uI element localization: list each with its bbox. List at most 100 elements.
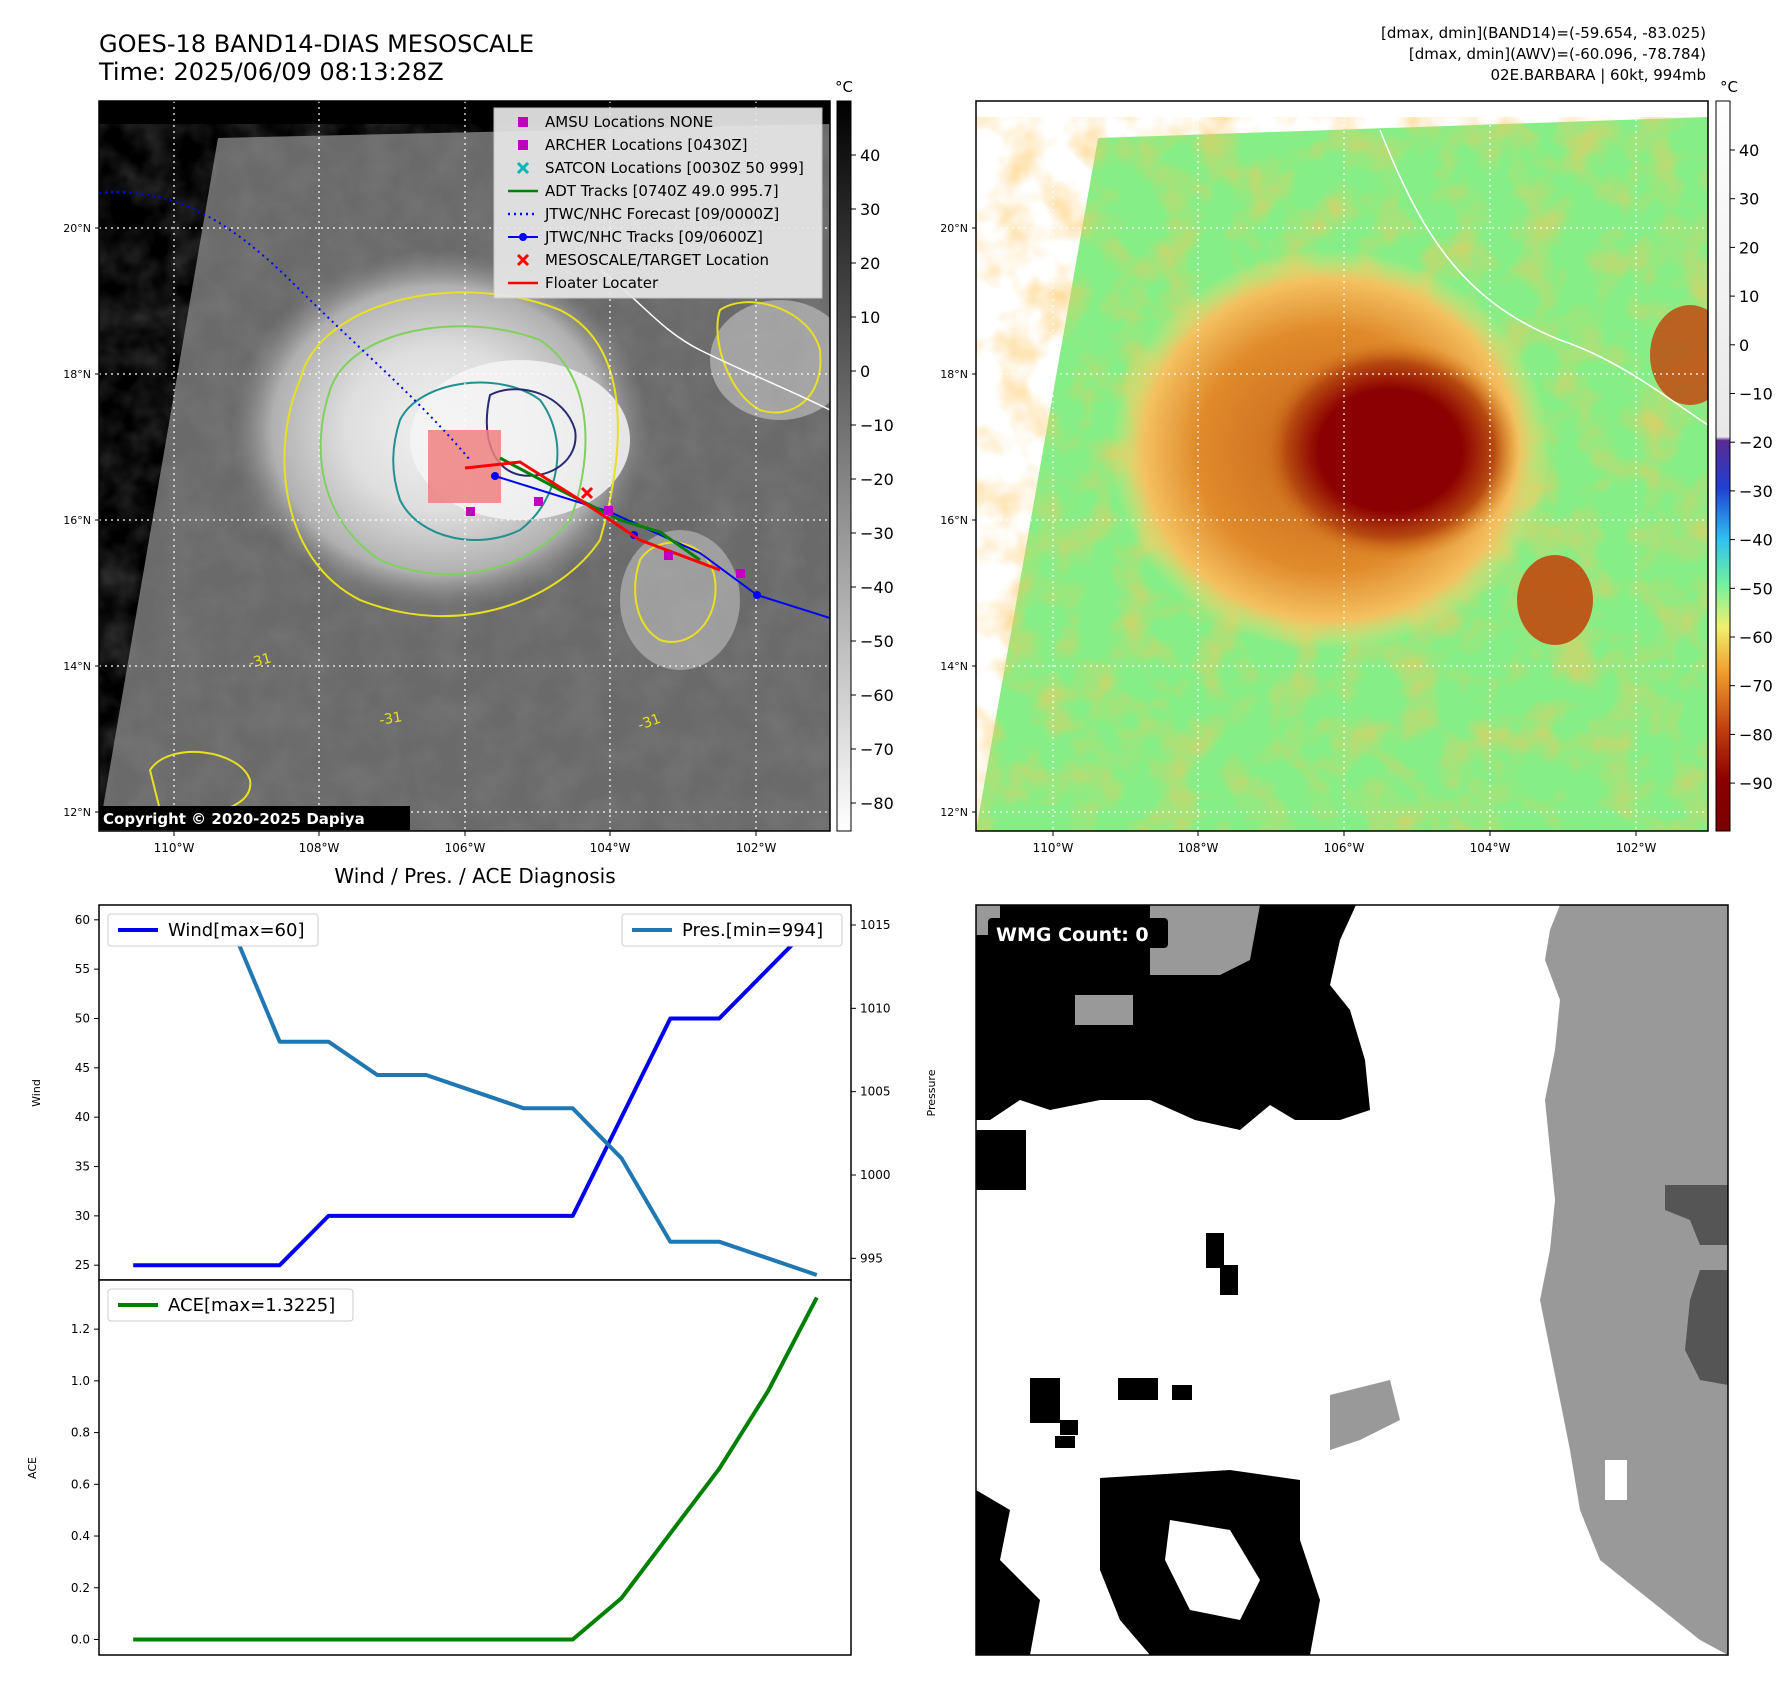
y-tick-label: 50 xyxy=(75,1011,90,1025)
wmg-count-box xyxy=(988,918,1168,948)
wmg-frame xyxy=(975,904,1729,1656)
colorbar-tick-label: −80 xyxy=(860,794,894,813)
legend-marker-x xyxy=(516,253,530,267)
chart-legend-label: Wind[max=60] xyxy=(168,920,305,941)
colorbar-tick-label: −80 xyxy=(1739,725,1773,744)
legend-label: ARCHER Locations [0430Z] xyxy=(545,136,748,154)
legend-label: MESOSCALE/TARGET Location xyxy=(545,251,769,269)
y-tick-label: 1.2 xyxy=(71,1322,90,1336)
lon-tick-label: 110°W xyxy=(1033,841,1074,855)
wmg-clear-east xyxy=(1605,1460,1627,1500)
colorbar-tick-label: 10 xyxy=(860,308,880,327)
contour-label: -31 xyxy=(378,709,403,729)
contour-inner xyxy=(392,381,559,541)
ir-cloud-se xyxy=(620,530,740,670)
chart-legend-box xyxy=(107,913,319,947)
colorbar-tick-label: −50 xyxy=(860,632,894,651)
y-tick-label: 55 xyxy=(75,962,90,976)
map-legend: AMSU Locations NONE ARCHER Locations [043… xyxy=(493,107,823,299)
series-line xyxy=(133,918,819,1268)
y-tick-label: 60 xyxy=(75,913,90,927)
diagnosis-title: Wind / Pres. / ACE Diagnosis xyxy=(334,864,615,888)
colorbar-tick-label: 10 xyxy=(1739,287,1759,306)
colorbar-tick-label: −70 xyxy=(860,740,894,759)
legend-label: JTWC/NHC Tracks [09/0600Z] xyxy=(544,228,763,246)
lat-tick-label: 16°N xyxy=(63,514,91,527)
y-tick-label: 0.4 xyxy=(71,1529,90,1543)
colorbar-tick-label: −30 xyxy=(860,524,894,543)
contour-outer xyxy=(283,291,619,618)
awv-cell-se xyxy=(1517,555,1593,645)
awv-gridlines xyxy=(976,101,1708,831)
y-tick-label: 1.0 xyxy=(71,1374,90,1388)
archer-marker xyxy=(466,507,475,516)
colorbar-tick-label: −90 xyxy=(1739,774,1773,793)
y-tick-label: 1005 xyxy=(860,1085,891,1099)
chart-legend-box xyxy=(621,913,843,947)
y-tick-label: 25 xyxy=(75,1258,90,1272)
colorbar-tick-label: 30 xyxy=(1739,190,1759,209)
archer-marker xyxy=(664,551,673,560)
wind-axis-label: Wind xyxy=(30,1079,43,1107)
colorbar-tick-label: 40 xyxy=(860,146,880,165)
awv-storm-core xyxy=(1260,340,1520,560)
colorbar-tick-label: −40 xyxy=(1739,531,1773,550)
lat-tick-label: 16°N xyxy=(940,514,968,527)
y-tick-label: 0.8 xyxy=(71,1426,90,1440)
best-track-point xyxy=(753,591,761,599)
colorbar-tick-label: 40 xyxy=(1739,141,1759,160)
series-line xyxy=(133,1296,819,1642)
contour-ne xyxy=(716,301,822,414)
colorbar-tick-label: 20 xyxy=(1739,238,1759,257)
contour-mid xyxy=(319,325,587,576)
legend-marker-x xyxy=(516,161,530,175)
lat-tick-label: 18°N xyxy=(63,368,91,381)
colorbar-tick-label: −30 xyxy=(1739,482,1773,501)
legend-label: SATCON Locations [0030Z 50 999] xyxy=(545,159,804,177)
wmg-dark-region-east xyxy=(1665,1185,1728,1385)
y-tick-label: 0.6 xyxy=(71,1477,90,1491)
lat-tick-label: 20°N xyxy=(940,222,968,235)
best-track xyxy=(494,475,830,619)
colorbar-tick-label: −10 xyxy=(860,416,894,435)
best-track-point xyxy=(491,472,499,480)
wmg-count-label: WMG Count: 0 xyxy=(996,924,1149,946)
archer-marker xyxy=(604,506,613,515)
y-tick-label: 30 xyxy=(75,1209,90,1223)
colorbar-tick-label: 0 xyxy=(1739,336,1749,355)
archer-marker xyxy=(736,569,745,578)
lon-tick-label: 102°W xyxy=(736,841,777,855)
archer-marker xyxy=(534,497,543,506)
y-tick-label: 1015 xyxy=(860,918,891,932)
awv-colorbar: °C 40 30 20 10 0 −10 −20 −30 −40 −50 −60 −70 −80 −90 xyxy=(1715,78,1773,832)
ace-axes xyxy=(98,1279,852,1656)
map-legend-box xyxy=(493,107,823,299)
colorbar-tick-label: −60 xyxy=(1739,628,1773,647)
colorbar-tick-label: −50 xyxy=(1739,579,1773,598)
legend-label: ADT Tracks [0740Z 49.0 995.7] xyxy=(545,182,779,200)
ir-colorbar: °C 40 30 20 10 0 −10 −20 −30 −40 −50 −60 −70 −80 xyxy=(835,78,894,832)
legend-marker-square xyxy=(518,140,528,150)
lat-tick-label: 20°N xyxy=(63,222,91,235)
colorbar-tick-label: 0 xyxy=(860,362,870,381)
wmg-gray-top xyxy=(976,905,1260,1025)
lon-tick-label: 104°W xyxy=(590,841,631,855)
lon-tick-label: 104°W xyxy=(1470,841,1511,855)
y-tick-label: 1000 xyxy=(860,1168,891,1182)
colorbar-tick-label: −70 xyxy=(1739,677,1773,696)
figure-time: Time: 2025/06/09 08:13:28Z xyxy=(98,58,444,86)
wmg-cold-fragments xyxy=(1030,1233,1238,1448)
info-line-2: [dmax, dmin](AWV)=(-60.096, -78.784) xyxy=(1409,45,1706,63)
colorbar-tick-label: −20 xyxy=(1739,433,1773,452)
colorbar-tick-label: 30 xyxy=(860,200,880,219)
wmg-gray-region-east xyxy=(1330,905,1728,1655)
y-tick-label: 0.0 xyxy=(71,1632,90,1646)
ir-cloud-ne xyxy=(710,300,830,420)
awv-map-panel xyxy=(975,100,1709,832)
colorbar-tick-label: −40 xyxy=(860,578,894,597)
info-line-3: 02E.BARBARA | 60kt, 994mb xyxy=(1491,66,1706,84)
target-marker xyxy=(580,486,594,500)
colorbar-tick-label: −10 xyxy=(1739,385,1773,404)
contour-label: -31 xyxy=(636,711,663,734)
